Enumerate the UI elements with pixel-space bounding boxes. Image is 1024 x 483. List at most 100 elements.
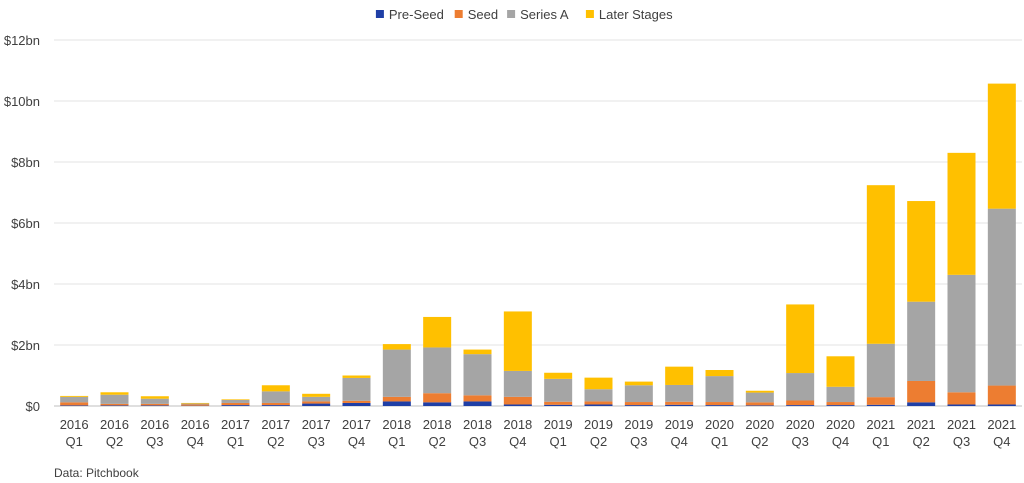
legend-swatch-later-stages bbox=[585, 10, 594, 18]
bar-segment-series-a bbox=[60, 396, 89, 403]
x-tick-year: 2021 bbox=[866, 417, 895, 432]
bar-segment-series-a bbox=[221, 399, 250, 403]
bar-segment-series-a bbox=[463, 354, 492, 396]
x-tick-year: 2021 bbox=[987, 417, 1016, 432]
bar-segment-seed bbox=[947, 392, 976, 405]
bar-segment-later-stages bbox=[584, 377, 613, 390]
bar-segment-seed bbox=[705, 402, 734, 406]
bar-segment-later-stages bbox=[60, 395, 89, 397]
x-tick-year: 2018 bbox=[503, 417, 532, 432]
x-tick-quarter: Q4 bbox=[670, 434, 687, 449]
bar-segment-seed bbox=[423, 393, 452, 403]
bar-segment-later-stages bbox=[423, 316, 452, 348]
bar-segment-series-a bbox=[423, 347, 452, 394]
x-tick-year: 2018 bbox=[382, 417, 411, 432]
x-tick-quarter: Q1 bbox=[549, 434, 566, 449]
bar-segment-seed bbox=[584, 401, 613, 405]
bar-segment-series-a bbox=[342, 377, 371, 401]
bar-segment-pre-seed bbox=[140, 405, 169, 406]
bar-segment-later-stages bbox=[463, 349, 492, 355]
x-tick-quarter: Q4 bbox=[509, 434, 526, 449]
x-tick-quarter: Q3 bbox=[146, 434, 163, 449]
y-tick-label: $4bn bbox=[11, 277, 40, 292]
bar-segment-pre-seed bbox=[907, 402, 936, 406]
y-tick-label: $0 bbox=[26, 399, 40, 414]
bar-segment-later-stages bbox=[987, 83, 1016, 209]
bar-segment-pre-seed bbox=[705, 405, 734, 406]
x-tick-year: 2017 bbox=[342, 417, 371, 432]
bar-segment-seed bbox=[665, 401, 694, 405]
bar-segment-series-a bbox=[261, 391, 290, 403]
x-tick-year: 2020 bbox=[705, 417, 734, 432]
x-tick-year: 2021 bbox=[947, 417, 976, 432]
bar-segment-series-a bbox=[503, 370, 532, 397]
bar-segment-series-a bbox=[624, 385, 653, 403]
bar-segment-seed bbox=[544, 401, 573, 405]
bar-segment-seed bbox=[786, 400, 815, 406]
bar-segment-pre-seed bbox=[221, 405, 250, 406]
x-tick-quarter: Q1 bbox=[711, 434, 728, 449]
bar-segment-seed bbox=[987, 385, 1016, 405]
x-tick-year: 2016 bbox=[100, 417, 129, 432]
y-tick-label: $8bn bbox=[11, 155, 40, 170]
bar-segment-series-a bbox=[100, 394, 129, 404]
bar-segment-pre-seed bbox=[826, 405, 855, 406]
bar-segment-later-stages bbox=[947, 152, 976, 275]
bar-segment-seed bbox=[60, 402, 89, 406]
bar-segment-later-stages bbox=[745, 390, 774, 393]
bar-segment-pre-seed bbox=[987, 404, 1016, 406]
bar-segment-later-stages bbox=[544, 372, 573, 379]
bar-segment-later-stages bbox=[302, 393, 331, 397]
bar-segment-seed bbox=[503, 396, 532, 405]
y-tick-label: $12bn bbox=[4, 33, 40, 48]
x-tick-quarter: Q4 bbox=[348, 434, 365, 449]
bar-segment-pre-seed bbox=[60, 405, 89, 406]
bar-segment-series-a bbox=[745, 392, 774, 403]
chart-gridlines bbox=[54, 39, 1022, 407]
x-tick-quarter: Q2 bbox=[912, 434, 929, 449]
bar-segment-series-a bbox=[140, 398, 169, 404]
bar-segment-later-stages bbox=[221, 399, 250, 400]
x-tick-year: 2016 bbox=[140, 417, 169, 432]
bar-segment-seed bbox=[463, 395, 492, 402]
bar-segment-later-stages bbox=[866, 185, 895, 344]
bar-segment-seed bbox=[140, 403, 169, 406]
bar-segment-pre-seed bbox=[382, 401, 411, 406]
legend-swatch-pre-seed bbox=[375, 10, 384, 18]
x-tick-quarter: Q1 bbox=[65, 434, 82, 449]
data-source-note: Data: Pitchbook bbox=[54, 466, 139, 480]
x-tick-quarter: Q1 bbox=[227, 434, 244, 449]
bar-segment-later-stages bbox=[140, 396, 169, 399]
bar-segment-series-a bbox=[584, 389, 613, 402]
bar-segment-later-stages bbox=[382, 344, 411, 350]
bar-segment-pre-seed bbox=[302, 403, 331, 406]
bar-segment-series-a bbox=[665, 384, 694, 402]
legend-label-later-stages: Later Stages bbox=[599, 7, 673, 22]
legend-swatch-seed bbox=[454, 10, 463, 18]
x-tick-quarter: Q4 bbox=[832, 434, 849, 449]
bar-segment-series-a bbox=[302, 396, 331, 402]
bar-segment-series-a bbox=[705, 376, 734, 403]
bar-segment-pre-seed bbox=[947, 404, 976, 406]
bar-segment-pre-seed bbox=[745, 405, 774, 406]
legend-label-series-a: Series A bbox=[520, 7, 569, 22]
bar-segment-later-stages bbox=[786, 304, 815, 374]
bar-segment-later-stages bbox=[826, 356, 855, 387]
y-tick-label: $10bn bbox=[4, 94, 40, 109]
x-tick-year: 2019 bbox=[584, 417, 613, 432]
x-tick-year: 2018 bbox=[423, 417, 452, 432]
chart-legend: Pre-Seed Seed Series A Later Stages bbox=[375, 7, 673, 22]
x-tick-year: 2017 bbox=[221, 417, 250, 432]
y-tick-label: $6bn bbox=[11, 216, 40, 231]
x-tick-quarter: Q4 bbox=[993, 434, 1010, 449]
x-axis: 2016 Q1 2016 Q2 2016 Q3 2016 Q4 2017 Q1 2017 Q2 2017… bbox=[60, 417, 1017, 449]
bar-segment-series-a bbox=[826, 386, 855, 403]
legend-label-seed: Seed bbox=[468, 7, 498, 22]
bar-segment-series-a bbox=[987, 208, 1016, 386]
bar-segment-series-a bbox=[866, 343, 895, 398]
bar-segment-seed bbox=[866, 397, 895, 405]
x-tick-year: 2018 bbox=[463, 417, 492, 432]
bar-segment-seed bbox=[100, 403, 129, 406]
x-tick-year: 2016 bbox=[181, 417, 210, 432]
